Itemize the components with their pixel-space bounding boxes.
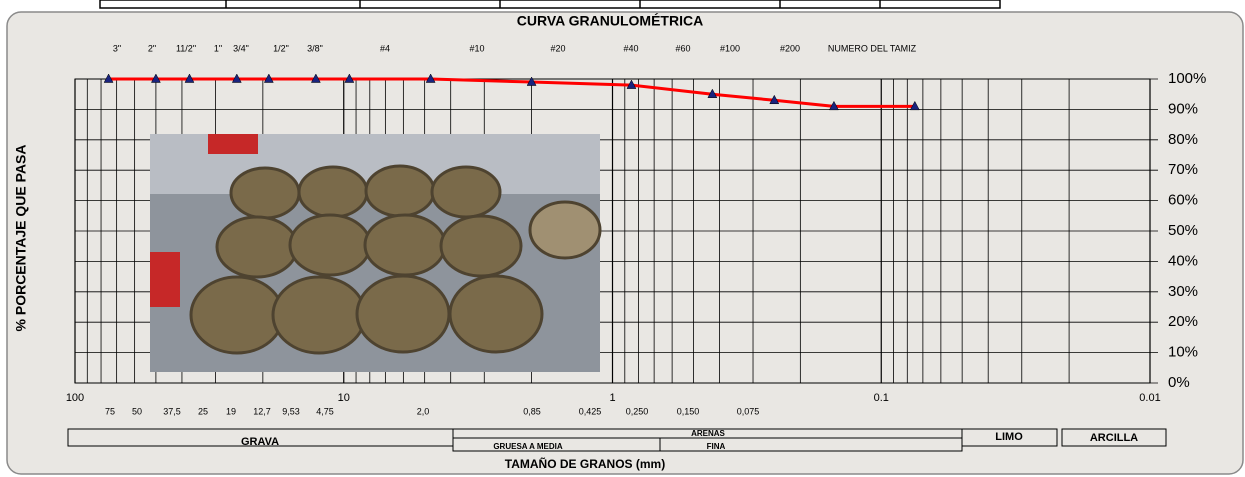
x-axis-label: TAMAÑO DE GRANOS (mm) <box>505 456 665 471</box>
sieve-label: 1/2" <box>273 43 289 53</box>
class-label: ARENAS <box>691 429 725 438</box>
y-tick-label: 60% <box>1168 192 1198 209</box>
size-label: 12,7 <box>253 406 271 416</box>
sieve-label: #40 <box>623 43 638 53</box>
sieve-label: #4 <box>380 43 390 53</box>
size-label: 0,075 <box>737 406 760 416</box>
y-axis-label: % PORCENTAJE QUE PASA <box>13 145 29 332</box>
sieve-label: NUMERO DEL TAMIZ <box>828 43 917 53</box>
size-label: 50 <box>132 406 142 416</box>
page: CURVA GRANULOMÉTRICA % PORCENTAJE QUE PA… <box>0 0 1245 477</box>
size-label: 19 <box>226 406 236 416</box>
y-tick-label: 100% <box>1168 70 1206 87</box>
sieve-label: #10 <box>469 43 484 53</box>
size-label: 25 <box>198 406 208 416</box>
x-tick-label: 0.1 <box>874 392 889 404</box>
sieve-label: 1" <box>214 43 222 53</box>
sieve-label: #20 <box>550 43 565 53</box>
y-tick-label: 70% <box>1168 161 1198 178</box>
y-tick-label: 90% <box>1168 100 1198 117</box>
class-label: GRAVA <box>241 436 279 448</box>
sieve-label: 3" <box>113 43 121 53</box>
sieve-label: #200 <box>780 43 800 53</box>
size-label: 75 <box>105 406 115 416</box>
x-tick-label: 100 <box>66 392 84 404</box>
x-tick-label: 10 <box>338 392 350 404</box>
size-label: 2,0 <box>417 406 430 416</box>
top-table <box>100 0 1000 8</box>
size-label: 37,5 <box>163 406 181 416</box>
y-tick-label: 0% <box>1168 374 1190 391</box>
photo <box>150 134 600 372</box>
y-tick-label: 20% <box>1168 313 1198 330</box>
x-tick-label: 1 <box>609 392 615 404</box>
sieve-label: 3/4" <box>233 43 249 53</box>
y-tick-label: 10% <box>1168 344 1198 361</box>
size-label: 0,425 <box>579 406 602 416</box>
y-tick-label: 80% <box>1168 131 1198 148</box>
size-label: 0,250 <box>626 406 649 416</box>
y-tick-label: 30% <box>1168 283 1198 300</box>
size-label: 4,75 <box>316 406 334 416</box>
class-label: FINA <box>707 442 726 451</box>
size-label: 9,53 <box>282 406 300 416</box>
class-label: GRUESA A MEDIA <box>493 442 563 451</box>
y-tick-label: 50% <box>1168 222 1198 239</box>
class-label: LIMO <box>995 431 1023 443</box>
chart: CURVA GRANULOMÉTRICA % PORCENTAJE QUE PA… <box>0 0 1245 477</box>
class-label: ARCILLA <box>1090 432 1138 444</box>
sieve-label: 11/2" <box>176 43 196 53</box>
sieve-label: #100 <box>720 43 740 53</box>
x-tick-label: 0.01 <box>1139 392 1160 404</box>
size-label: 0,150 <box>677 406 700 416</box>
chart-title: CURVA GRANULOMÉTRICA <box>517 13 703 29</box>
sieve-label: #60 <box>675 43 690 53</box>
sieve-label: 3/8" <box>307 43 323 53</box>
size-label: 0,85 <box>523 406 541 416</box>
sieve-label: 2" <box>148 43 156 53</box>
y-tick-label: 40% <box>1168 252 1198 269</box>
